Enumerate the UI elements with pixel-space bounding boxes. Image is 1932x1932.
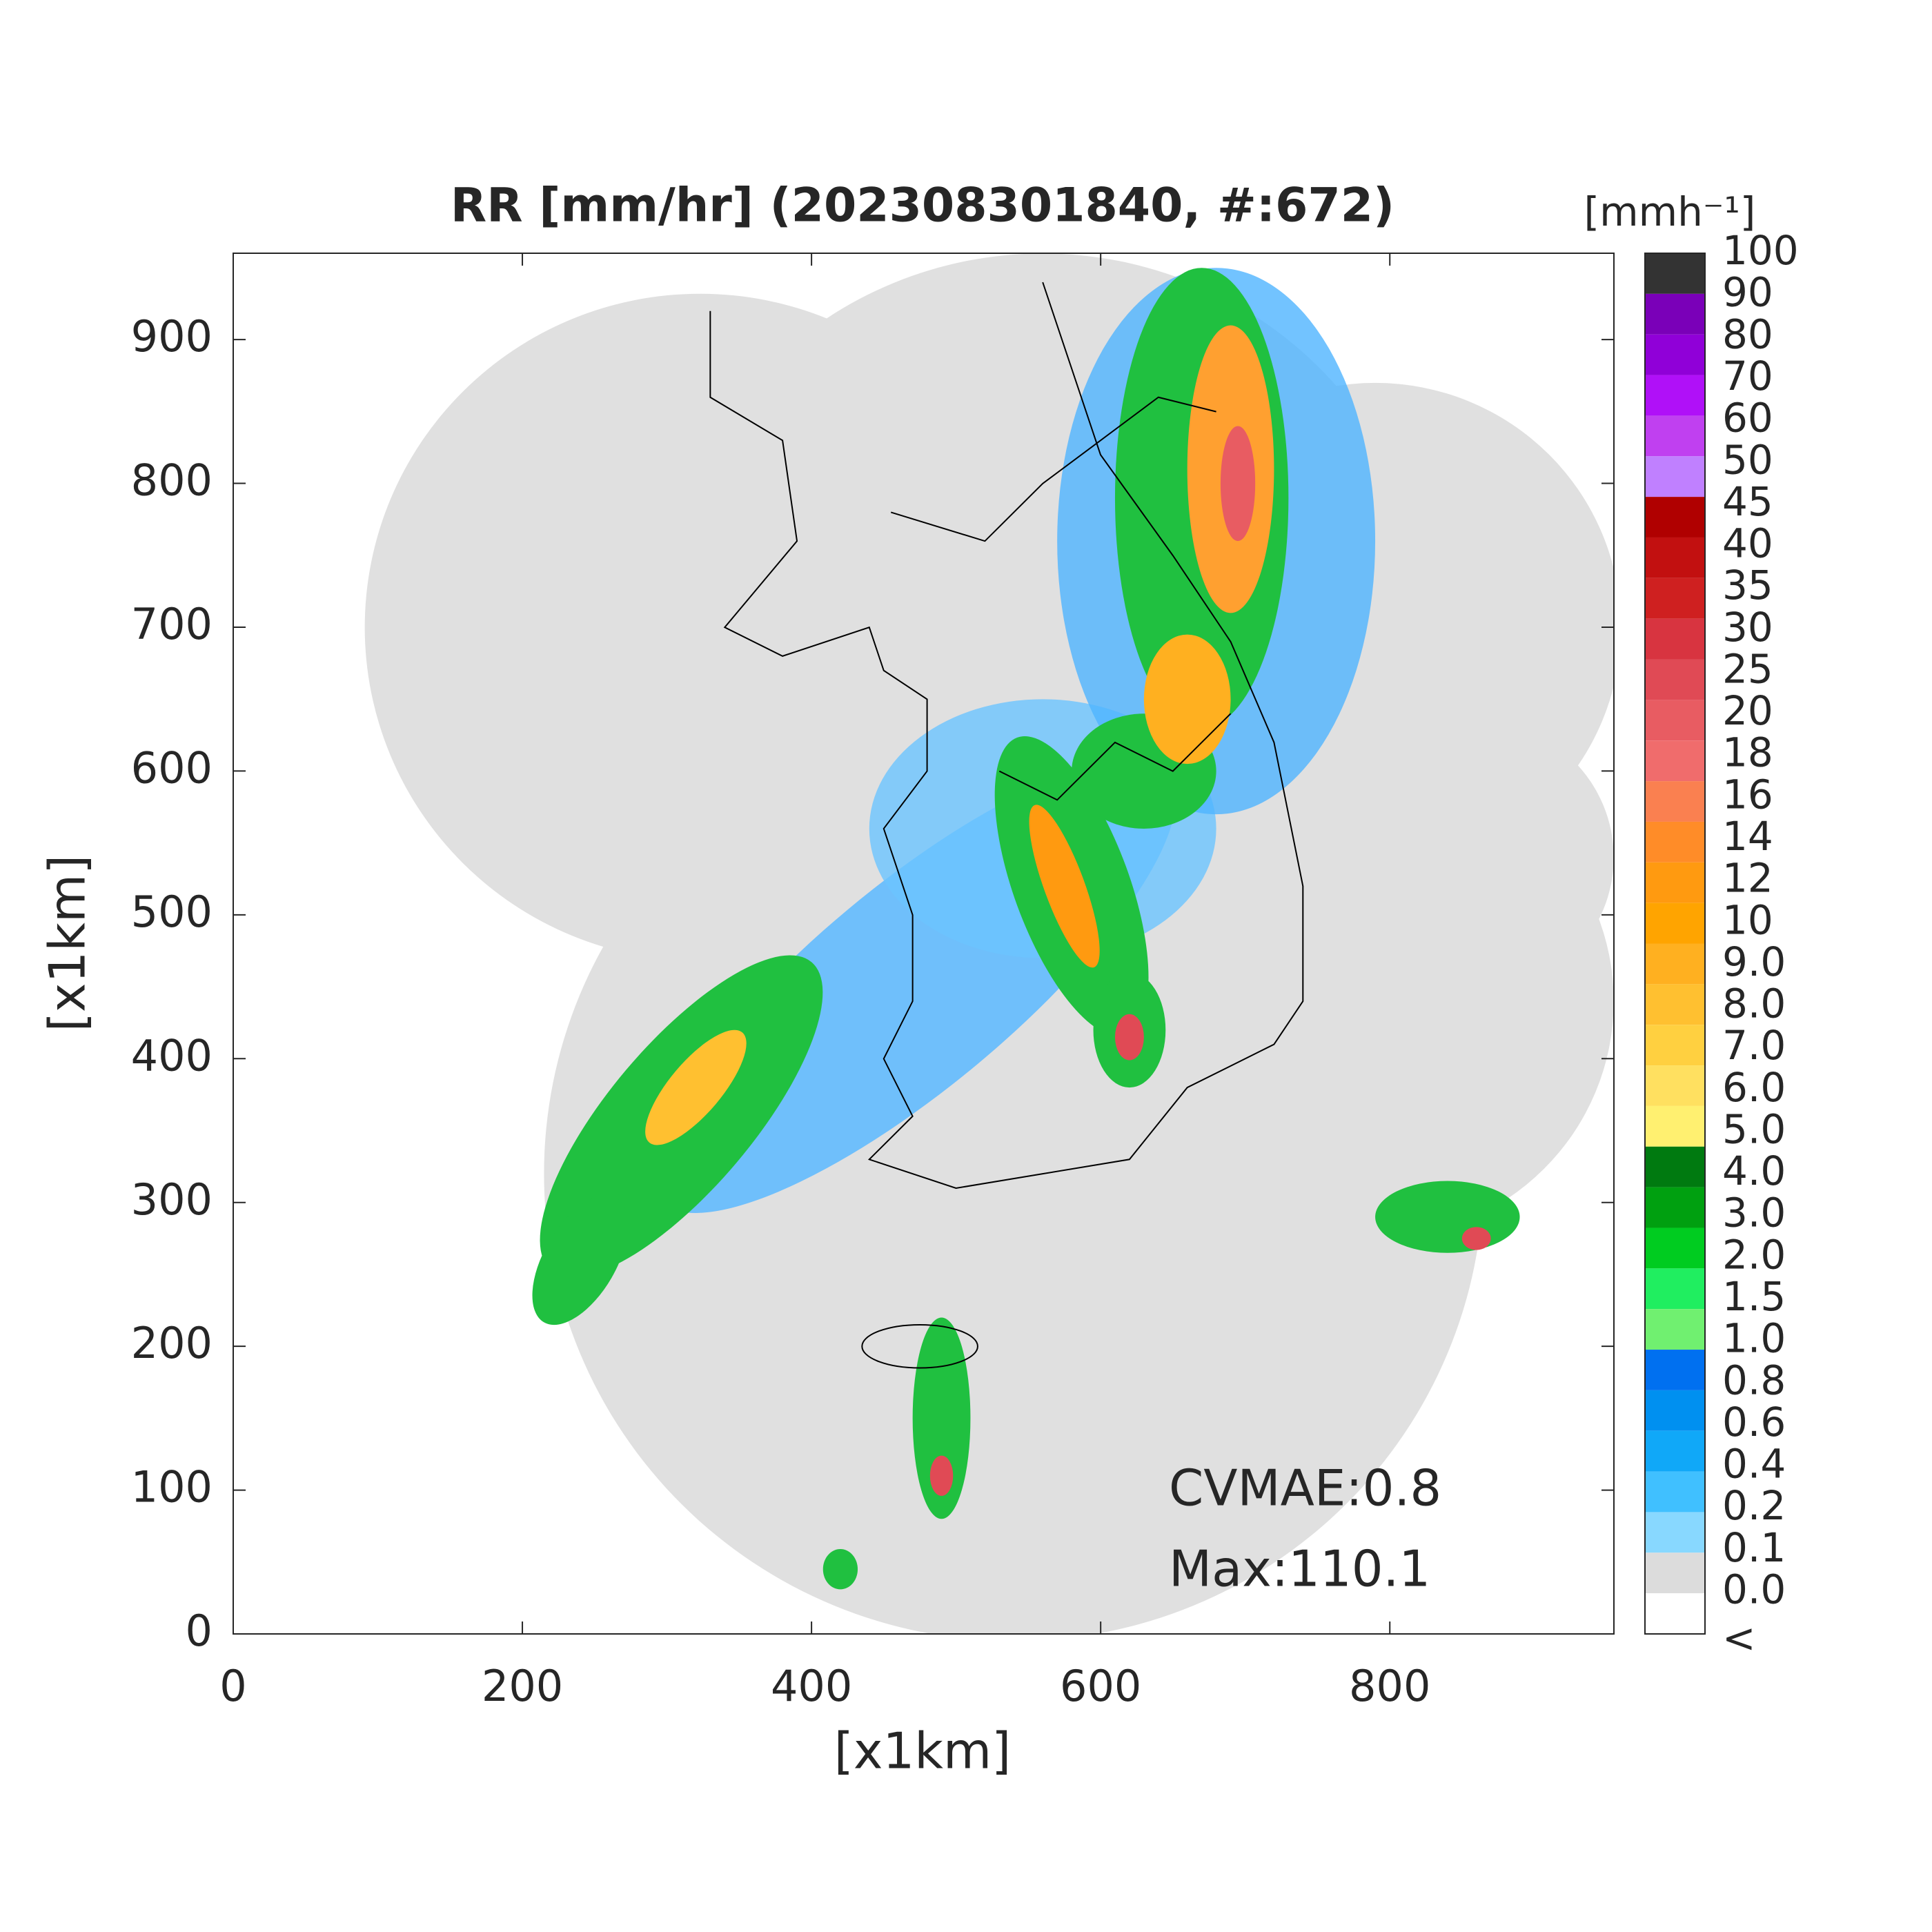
radar-map — [364, 253, 1614, 1634]
colorbar-segment — [1645, 700, 1705, 741]
title: RR [mm/hr] (202308301840, #:672) — [451, 179, 1394, 233]
colorbar-segment — [1645, 1268, 1705, 1310]
colorbar-segment — [1645, 1430, 1705, 1472]
colorbar-label: 70 — [1722, 353, 1773, 400]
colorbar-segment — [1645, 943, 1705, 985]
colorbar-label: 0.8 — [1722, 1357, 1786, 1403]
colorbar-label: 1.5 — [1722, 1273, 1786, 1320]
colorbar-segment — [1645, 1471, 1705, 1512]
colorbar-segment — [1645, 1228, 1705, 1269]
colorbar-segment — [1645, 415, 1705, 457]
colorbar-label: 0.2 — [1722, 1482, 1786, 1529]
coastline — [710, 282, 1303, 1368]
colorbar-label: 14 — [1722, 813, 1773, 860]
colorbar-segment — [1645, 659, 1705, 700]
colorbar-segment — [1645, 1593, 1705, 1634]
colorbar-label: 20 — [1722, 687, 1773, 734]
y-tick-label: 200 — [131, 1318, 213, 1368]
x-tick-label: 600 — [1060, 1661, 1141, 1711]
colorbar-segment — [1645, 1187, 1705, 1228]
x-tick-label: 0 — [219, 1661, 246, 1711]
colorbar-label: 4.0 — [1722, 1147, 1786, 1194]
y-tick-label: 700 — [131, 599, 213, 649]
annotation: Max:110.1 — [1169, 1540, 1430, 1598]
colorbar-segment — [1645, 1146, 1705, 1187]
colorbar-label: 9.0 — [1722, 938, 1786, 985]
colorbar-label: 16 — [1722, 771, 1773, 818]
x-tick-label: 800 — [1349, 1661, 1430, 1711]
colorbar-segment — [1645, 903, 1705, 944]
colorbar-label: 80 — [1722, 310, 1773, 357]
colorbar-label: 100 — [1722, 227, 1799, 274]
y-tick-label: 800 — [131, 455, 213, 506]
colorbar-segment — [1645, 781, 1705, 822]
colorbar-segment — [1645, 334, 1705, 375]
colorbar-label: 30 — [1722, 604, 1773, 651]
y-tick-label: 100 — [131, 1462, 213, 1512]
y-tick-label: 0 — [186, 1606, 213, 1656]
colorbar-segment — [1645, 1105, 1705, 1147]
colorbar-frame — [1644, 253, 1706, 1635]
colorbar-label: 8.0 — [1722, 980, 1786, 1027]
colorbar-segment — [1645, 1552, 1705, 1594]
annotation: CVMAE:0.8 — [1169, 1459, 1441, 1517]
colorbar-label: 3.0 — [1722, 1190, 1786, 1236]
colorbar-segment — [1645, 1309, 1705, 1350]
colorbar-label: 0.0 — [1722, 1566, 1786, 1613]
colorbar-label: 90 — [1722, 269, 1773, 316]
colorbar-label: 25 — [1722, 645, 1773, 692]
y-tick-label: 600 — [131, 742, 213, 793]
colorbar-segment — [1645, 618, 1705, 660]
colorbar-segment — [1645, 537, 1705, 578]
colorbar-label: 60 — [1722, 395, 1773, 442]
colorbar-label: 0.1 — [1722, 1524, 1786, 1571]
colorbar-label: 35 — [1722, 562, 1773, 609]
colorbar-label: 6.0 — [1722, 1064, 1786, 1111]
colorbar-label: 40 — [1722, 520, 1773, 567]
colorbar-segment — [1645, 253, 1705, 294]
colorbar-label: 10 — [1722, 896, 1773, 943]
colorbar-label: 1.0 — [1722, 1315, 1786, 1362]
colorbar-segment — [1645, 862, 1705, 903]
y-tick-label: 900 — [131, 311, 213, 362]
y-axis-label: [x1km] — [39, 855, 97, 1032]
y-tick-label: 500 — [131, 887, 213, 937]
colorbar-label: 45 — [1722, 478, 1773, 525]
colorbar-segment — [1645, 1065, 1705, 1106]
colorbar-segment — [1645, 497, 1705, 538]
colorbar-label: 18 — [1722, 729, 1773, 776]
colorbar-label: 5.0 — [1722, 1105, 1786, 1152]
colorbar-segment — [1645, 1350, 1705, 1390]
colorbar-segment — [1645, 375, 1705, 416]
colorbar-label: 0.4 — [1722, 1441, 1786, 1488]
colorbar-segment — [1645, 821, 1705, 862]
colorbar-label: 12 — [1722, 855, 1773, 902]
colorbar-unit: [mmh⁻¹] — [1584, 188, 1756, 235]
colorbar-segment — [1645, 293, 1705, 335]
x-tick-label: 400 — [771, 1661, 852, 1711]
x-tick-label: 200 — [482, 1661, 563, 1711]
colorbar-segment — [1645, 1025, 1705, 1066]
x-axis-label: [x1km] — [834, 1722, 1011, 1780]
colorbar-segment — [1645, 1390, 1705, 1431]
axes-frame — [233, 253, 1615, 1635]
colorbar-label: 2.0 — [1722, 1231, 1786, 1278]
colorbar-segment — [1645, 456, 1705, 497]
colorbar-segment — [1645, 984, 1705, 1025]
colorbar-segment — [1645, 578, 1705, 619]
colorbar-label: < — [1722, 1615, 1756, 1662]
y-tick-label: 400 — [131, 1030, 213, 1081]
colorbar-label: 0.6 — [1722, 1399, 1786, 1446]
colorbar-label: 50 — [1722, 436, 1773, 483]
colorbar-label: 7.0 — [1722, 1022, 1786, 1069]
y-tick-label: 300 — [131, 1174, 213, 1225]
colorbar-segment — [1645, 740, 1705, 782]
colorbar-segment — [1645, 1512, 1705, 1553]
